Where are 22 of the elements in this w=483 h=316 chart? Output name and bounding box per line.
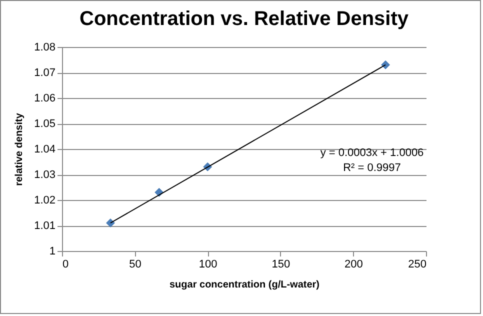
y-tick-label: 1.07 xyxy=(34,67,56,79)
y-tick-label: 1.01 xyxy=(34,220,56,232)
x-tick-label: 0 xyxy=(62,258,69,270)
y-tick-label: 1.08 xyxy=(34,42,56,54)
x-tick-label: 100 xyxy=(198,258,218,270)
x-tick-label: 250 xyxy=(408,258,426,270)
y-tick-label: 1 xyxy=(49,246,56,258)
annotation: R² = 0.9997 xyxy=(343,162,401,174)
annotation: y = 0.0003x + 1.0006 xyxy=(320,147,424,159)
x-axis-title: sugar concentration (g/L-water) xyxy=(169,280,320,290)
y-tick-label: 1.03 xyxy=(34,169,56,181)
y-tick-label: 1.06 xyxy=(34,92,56,104)
y-axis-title: relative density xyxy=(14,112,26,186)
x-tick-label: 50 xyxy=(129,258,142,270)
chart-title: Concentration vs. Relative Density xyxy=(80,8,410,30)
x-tick-label: 200 xyxy=(344,258,363,270)
y-tick-label: 1.04 xyxy=(34,144,56,156)
point xyxy=(381,60,390,70)
point xyxy=(106,218,115,228)
y-tick-label: 1.05 xyxy=(34,118,56,130)
y-tick-label: 1.02 xyxy=(34,194,56,206)
x-tick-label: 150 xyxy=(272,258,290,270)
